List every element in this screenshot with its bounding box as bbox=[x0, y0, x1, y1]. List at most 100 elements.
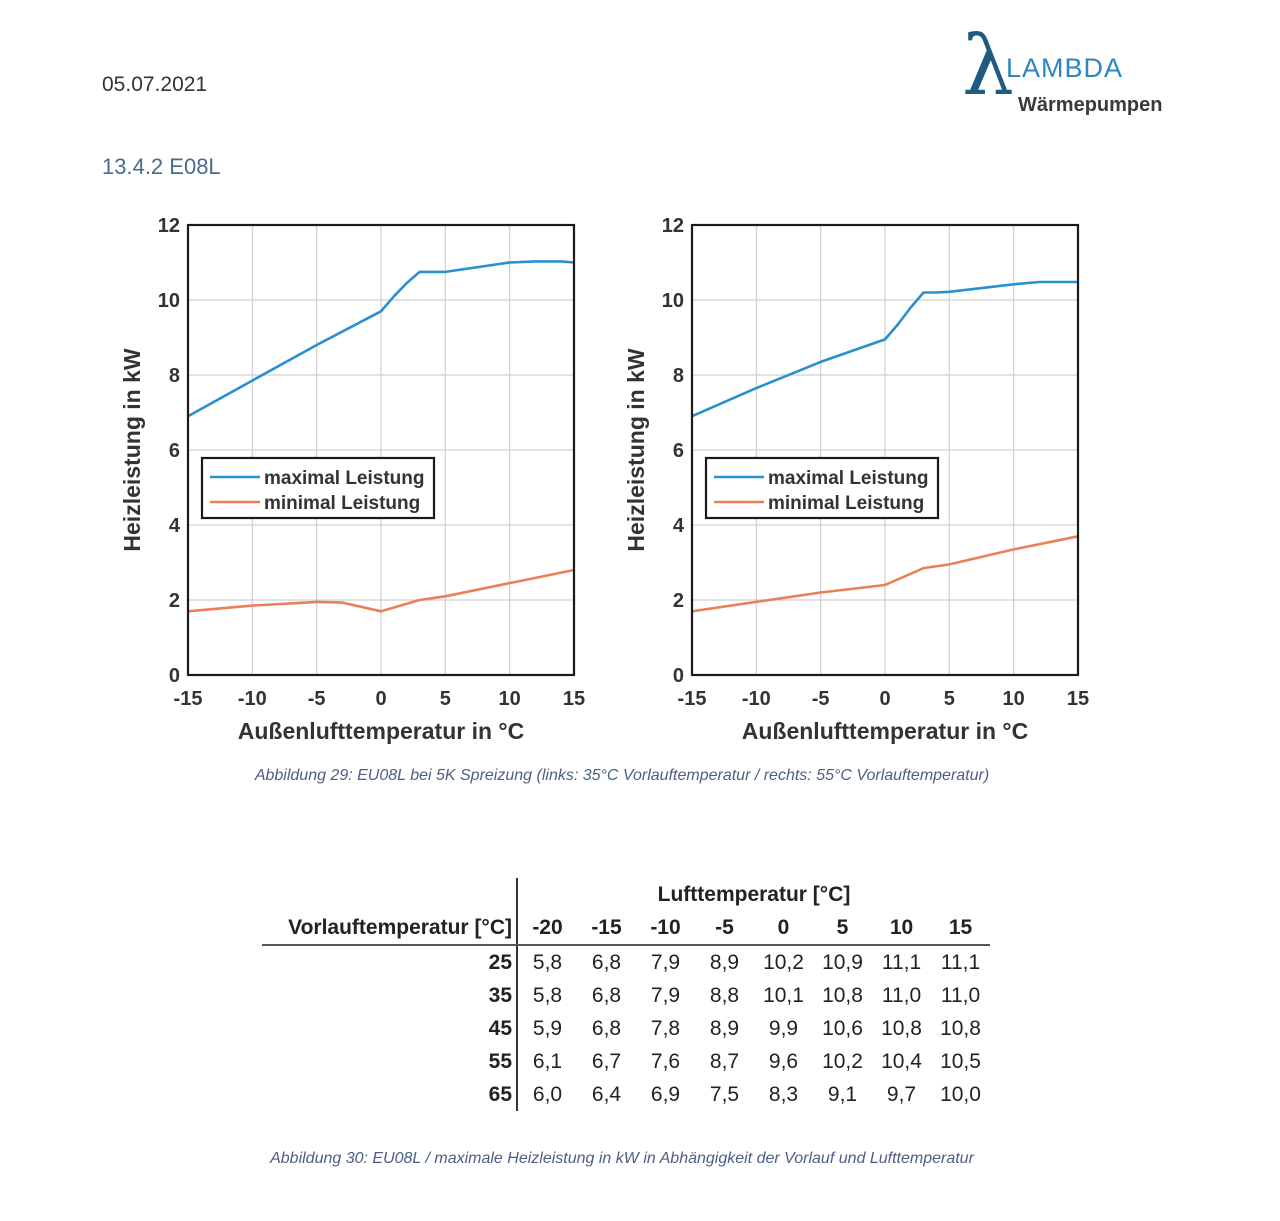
x-tick-label: 10 bbox=[499, 688, 521, 710]
table-cell: 8,7 bbox=[709, 1050, 740, 1073]
table-cell: 11,0 bbox=[940, 984, 981, 1007]
table-group-header: Lufttemperatur [°C] bbox=[516, 878, 990, 911]
y-tick-label: 12 bbox=[158, 215, 180, 237]
x-tick-label: 0 bbox=[375, 688, 386, 710]
table-cell: 10,0 bbox=[940, 1083, 981, 1106]
figure-caption-29: Abbildung 29: EU08L bei 5K Spreizung (li… bbox=[254, 767, 990, 784]
table-cell: 10,6 bbox=[822, 1017, 863, 1040]
table-row-label: 65 bbox=[488, 1083, 512, 1106]
x-tick-label: 10 bbox=[1003, 688, 1025, 710]
table-cell: 7,6 bbox=[650, 1050, 681, 1073]
y-tick-label: 2 bbox=[673, 590, 684, 612]
table-cell: 11,1 bbox=[940, 951, 981, 974]
x-tick-label: 15 bbox=[1067, 688, 1089, 710]
table-column-header-row: Vorlauftemperatur [°C] -20 -15 -10 -5 0 5 10 15 bbox=[262, 911, 990, 946]
x-tick-label: -15 bbox=[678, 688, 707, 710]
table-cell: 6,9 bbox=[650, 1083, 681, 1106]
y-tick-label: 10 bbox=[662, 290, 684, 312]
table-row-header: Vorlauftemperatur [°C] bbox=[262, 911, 517, 946]
table-cell: 9,1 bbox=[827, 1083, 858, 1106]
series-line-maximal bbox=[691, 280, 1078, 418]
logo-name: LAMBDA bbox=[1006, 53, 1124, 83]
y-tick-label: 10 bbox=[158, 290, 180, 312]
table-cell: 8,8 bbox=[709, 984, 740, 1007]
legend-label: maximal Leistung bbox=[264, 468, 425, 489]
x-tick-label: -5 bbox=[308, 688, 326, 710]
table-row-label: 25 bbox=[488, 951, 512, 974]
y-tick-label: 6 bbox=[169, 440, 180, 462]
table-cell: 8,9 bbox=[709, 951, 740, 974]
logo-subtitle: Wärmepumpen bbox=[1018, 94, 1163, 116]
table-column-header: -20 bbox=[516, 911, 577, 946]
x-axis-label: Außenlufttemperatur in °C bbox=[742, 718, 1028, 744]
table-cell: 5,8 bbox=[516, 979, 577, 1012]
x-tick-label: 15 bbox=[563, 688, 585, 710]
table-cell: 10,8 bbox=[881, 1017, 922, 1040]
legend-label: maximal Leistung bbox=[768, 468, 929, 489]
y-tick-label: 4 bbox=[169, 515, 181, 537]
legend-label: minimal Leistung bbox=[264, 493, 420, 514]
table-cell: 5,9 bbox=[516, 1012, 577, 1045]
chart-left-35c: -15 -10 -5 0 5 10 15 0 2 4 6 8 10 12 Außenlufttemperat… bbox=[119, 215, 585, 744]
max-heating-table: Lufttemperatur [°C] Vorlauftemperatur [°… bbox=[262, 878, 990, 1111]
x-tick-label: -5 bbox=[812, 688, 830, 710]
table-cell: 7,9 bbox=[650, 951, 681, 974]
figure-caption-30: Abbildung 30: EU08L / maximale Heizleist… bbox=[270, 1150, 974, 1167]
y-axis-label: Heizleistung in kW bbox=[623, 348, 649, 551]
y-axis-label: Heizleistung in kW bbox=[119, 348, 145, 551]
table-cell: 9,9 bbox=[768, 1017, 799, 1040]
y-tick-label: 2 bbox=[169, 590, 180, 612]
table-column-header: 10 bbox=[872, 911, 931, 946]
table-row: 45 5,9 6,8 7,8 8,9 9,9 10,6 10,8 10,8 bbox=[262, 1012, 990, 1045]
y-tick-label: 4 bbox=[673, 515, 685, 537]
lambda-icon: λ bbox=[962, 19, 1014, 114]
y-tick-label: 8 bbox=[673, 365, 684, 387]
series-line-minimal bbox=[691, 535, 1079, 613]
table-cell: 9,7 bbox=[886, 1083, 917, 1106]
table-cell: 7,8 bbox=[650, 1017, 681, 1040]
table-cell: 6,8 bbox=[591, 1017, 622, 1040]
table-cell: 10,5 bbox=[940, 1050, 981, 1073]
x-tick-label: -10 bbox=[238, 688, 267, 710]
table-row-label: 35 bbox=[488, 984, 512, 1007]
x-tick-label: -15 bbox=[174, 688, 203, 710]
x-axis-label: Außenlufttemperatur in °C bbox=[238, 718, 524, 744]
table-cell: 8,9 bbox=[709, 1017, 740, 1040]
table-cell: 6,7 bbox=[591, 1050, 622, 1073]
table-cell: 6,8 bbox=[591, 951, 622, 974]
table-cell: 10,4 bbox=[881, 1050, 922, 1073]
x-tick-label: 5 bbox=[944, 688, 955, 710]
table-row-label: 55 bbox=[488, 1050, 512, 1073]
table-column-header: 15 bbox=[931, 911, 990, 946]
x-tick-label: -10 bbox=[742, 688, 771, 710]
section-heading: 13.4.2 E08L bbox=[102, 154, 221, 179]
y-tick-label: 0 bbox=[169, 665, 180, 687]
table-column-header: 5 bbox=[813, 911, 872, 946]
y-tick-label: 0 bbox=[673, 665, 684, 687]
chart-right-55c: -15 -10 -5 0 5 10 15 0 2 4 6 8 10 12 Außenlufttemperat… bbox=[623, 215, 1089, 744]
legend-box bbox=[200, 456, 436, 520]
table-column-header: -15 bbox=[577, 911, 636, 946]
table-cell: 7,5 bbox=[709, 1083, 740, 1106]
table-cell: 10,9 bbox=[822, 951, 863, 974]
y-tick-label: 12 bbox=[662, 215, 684, 237]
table-row: 25 5,8 6,8 7,9 8,9 10,2 10,9 11,1 11,1 bbox=[262, 945, 990, 979]
table-cell: 10,8 bbox=[822, 984, 863, 1007]
table-cell: 10,2 bbox=[822, 1050, 863, 1073]
series-line-maximal bbox=[187, 260, 575, 418]
x-tick-label: 0 bbox=[879, 688, 890, 710]
table-column-header: -10 bbox=[636, 911, 695, 946]
legend-label: minimal Leistung bbox=[768, 493, 924, 514]
table-cell: 6,1 bbox=[516, 1045, 577, 1078]
series-line-minimal bbox=[187, 568, 575, 613]
y-tick-label: 8 bbox=[169, 365, 180, 387]
x-tick-label: 5 bbox=[440, 688, 451, 710]
table-cell: 6,0 bbox=[516, 1078, 577, 1111]
table-row-label: 45 bbox=[488, 1017, 512, 1040]
table-cell: 10,2 bbox=[763, 951, 804, 974]
table-row: 65 6,0 6,4 6,9 7,5 8,3 9,1 9,7 10,0 bbox=[262, 1078, 990, 1111]
table-cell: 11,0 bbox=[881, 984, 922, 1007]
document-date: 05.07.2021 bbox=[102, 73, 208, 96]
table-cell: 10,8 bbox=[940, 1017, 981, 1040]
table-cell: 11,1 bbox=[881, 951, 922, 974]
